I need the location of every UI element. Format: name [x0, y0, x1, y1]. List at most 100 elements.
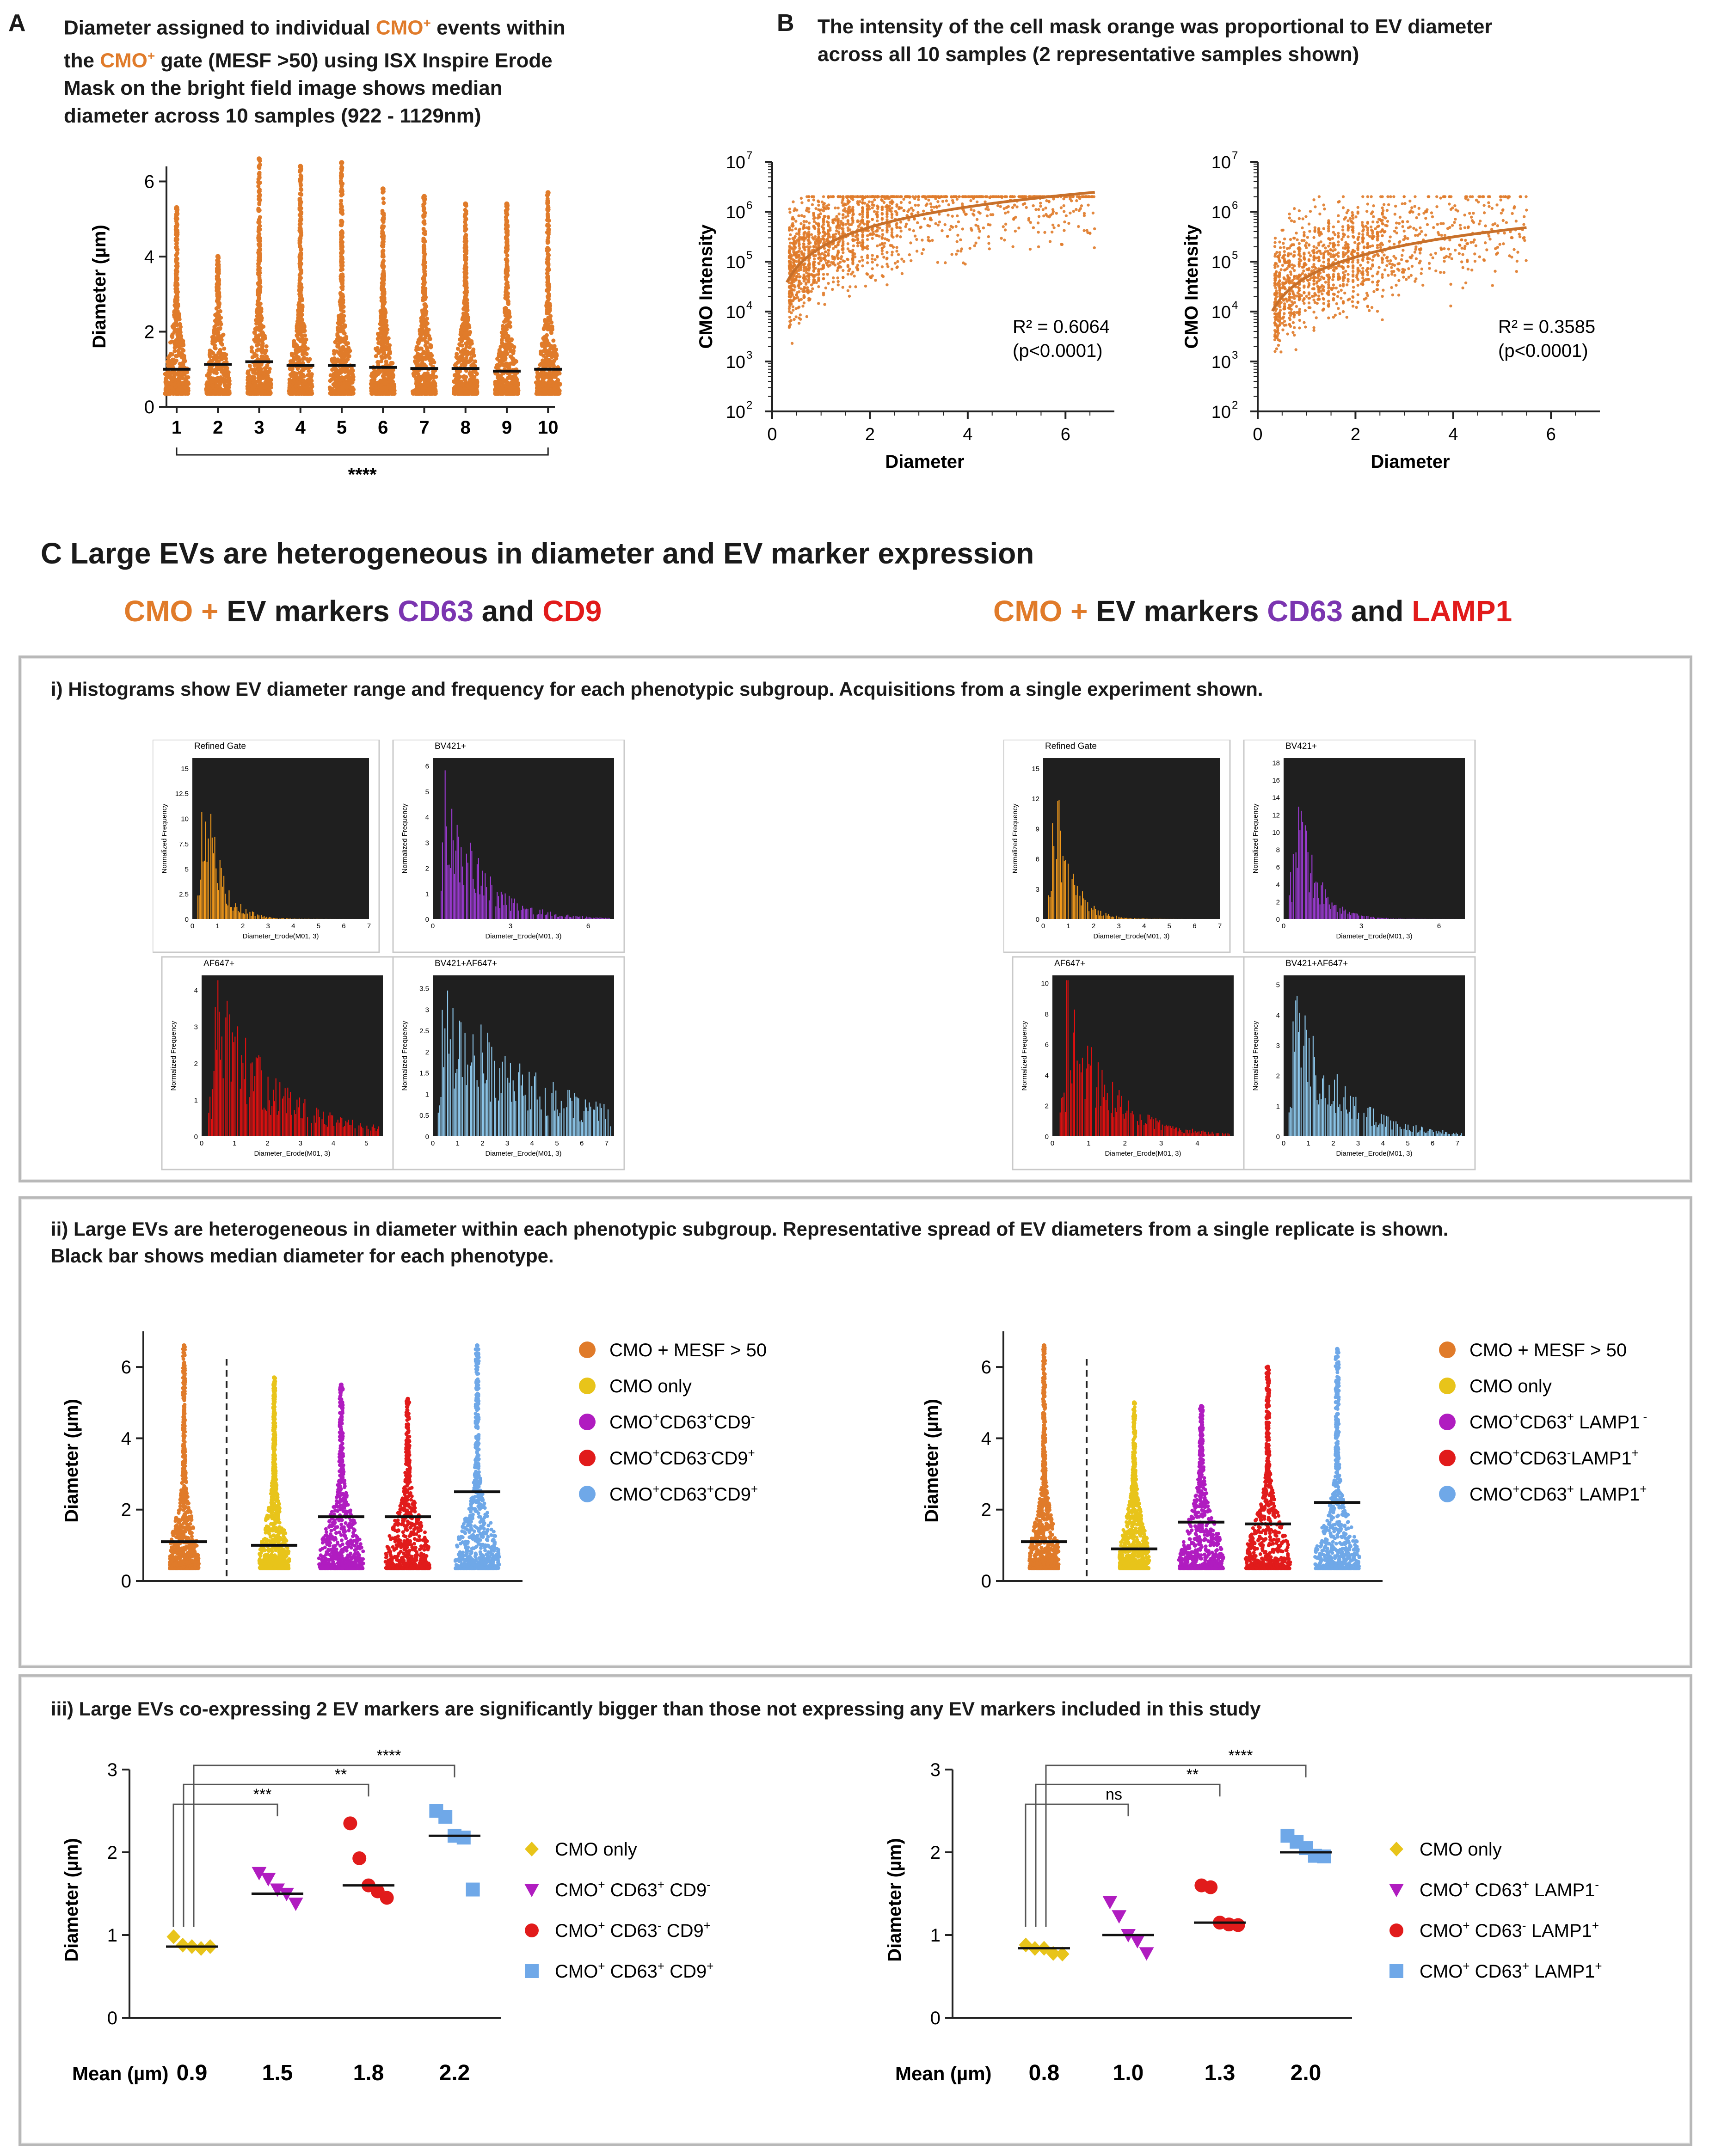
data-point [300, 352, 305, 356]
data-point [337, 391, 341, 395]
data-point [379, 310, 383, 315]
data-point [511, 351, 516, 355]
data-point [497, 359, 502, 363]
data-point [505, 220, 510, 224]
data-point [428, 351, 433, 356]
data-point [425, 340, 430, 345]
data-point [464, 308, 468, 312]
data-point [460, 362, 464, 367]
data-point [180, 347, 184, 352]
data-point [381, 355, 385, 360]
data-point [347, 375, 352, 380]
data-point [334, 372, 338, 377]
data-point [216, 284, 221, 288]
x-tick-label: 8 [461, 417, 471, 438]
data-point [184, 387, 189, 392]
data-point [381, 263, 385, 268]
data-point [463, 273, 468, 278]
data-point [257, 232, 262, 236]
data-point [310, 384, 314, 389]
data-point [212, 326, 217, 331]
data-point [381, 312, 386, 317]
data-point [172, 349, 177, 354]
data-point [173, 300, 178, 305]
data-point [218, 309, 222, 313]
data-point [464, 282, 469, 286]
data-point [344, 386, 349, 390]
data-point [348, 390, 352, 394]
data-point [178, 387, 182, 392]
data-point [506, 343, 510, 348]
data-point [174, 273, 178, 277]
data-point [502, 319, 507, 324]
data-point [258, 319, 262, 324]
data-point-max [504, 201, 510, 207]
data-point [498, 344, 503, 349]
panel-a-title-sup: + [147, 48, 155, 63]
data-point [469, 386, 473, 391]
data-point [263, 380, 268, 385]
data-point [505, 245, 510, 250]
data-point [422, 245, 426, 249]
data-point [222, 346, 227, 351]
data-point [300, 303, 305, 308]
data-point [175, 247, 180, 252]
data-point [509, 338, 514, 343]
data-point [381, 271, 386, 276]
data-point [376, 341, 381, 345]
data-point [178, 372, 183, 377]
data-point [292, 343, 296, 348]
data-point [263, 366, 267, 371]
data-point [252, 376, 257, 381]
data-point [337, 370, 342, 374]
data-point [303, 385, 308, 389]
x-tick-label: 5 [337, 417, 347, 438]
data-point [503, 309, 507, 313]
data-point [431, 369, 436, 374]
data-point [256, 236, 261, 241]
data-point [184, 375, 189, 380]
data-point [298, 297, 302, 301]
data-point [373, 388, 378, 393]
data-point [344, 335, 349, 339]
data-point [175, 209, 179, 214]
data-point [375, 360, 380, 364]
data-point-max [215, 254, 221, 259]
data-point [174, 264, 178, 269]
data-point [340, 294, 345, 299]
data-point [381, 320, 385, 325]
data-point [257, 197, 261, 202]
data-point [216, 292, 221, 297]
data-point [504, 361, 509, 366]
data-point [466, 330, 470, 335]
data-point [390, 373, 394, 377]
data-point [345, 357, 350, 361]
data-point [339, 172, 344, 177]
data-point [339, 166, 344, 171]
data-point [252, 385, 256, 390]
data-point [217, 313, 221, 318]
data-point [468, 358, 473, 362]
x-tick-label: 2 [213, 417, 223, 438]
data-point [451, 391, 456, 395]
data-point [249, 345, 254, 350]
data-point [258, 241, 262, 246]
data-point [299, 231, 303, 235]
data-point [304, 352, 309, 356]
data-point [380, 304, 385, 309]
data-point [380, 218, 385, 222]
data-point [351, 387, 356, 392]
data-point [335, 382, 339, 386]
data-point [387, 343, 392, 348]
data-point [246, 375, 250, 380]
data-point [338, 347, 343, 352]
data-point [422, 270, 427, 274]
data-point [227, 376, 231, 380]
data-point [338, 207, 343, 212]
data-point [258, 193, 262, 198]
data-point [299, 313, 303, 318]
data-point [380, 254, 385, 259]
data-point [257, 208, 261, 213]
data-point [460, 324, 464, 328]
data-point [501, 326, 505, 331]
